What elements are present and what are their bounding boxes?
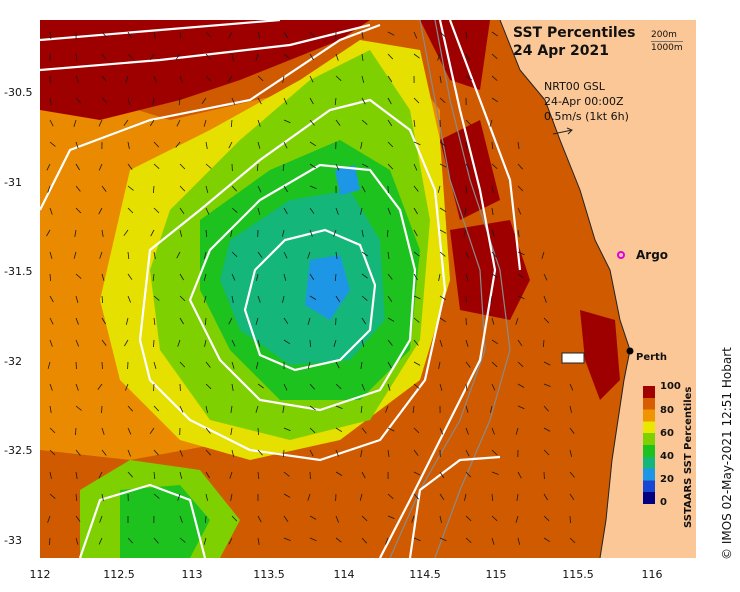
- depth-legend: 200m 1000m: [651, 29, 683, 54]
- perth-marker: [626, 347, 634, 355]
- lon-label-112: 112: [29, 568, 51, 581]
- title-product: SST Percentiles: [513, 25, 636, 41]
- perth-label: Perth: [636, 352, 667, 363]
- lat-label-30-5: -30.5: [4, 86, 33, 99]
- model-time: 24-Apr 00:00Z: [544, 95, 624, 108]
- lon-label-113: 113: [181, 568, 203, 581]
- lat-label-33: -33: [4, 534, 22, 547]
- colorbar-tick-0: 0: [660, 497, 667, 508]
- colorbar-tick-80: 80: [660, 405, 674, 416]
- lat-label-31: -31: [4, 176, 22, 189]
- vector-scale: 0.5m/s (1kt 6h): [544, 110, 629, 123]
- sst-percentile-field: [40, 20, 696, 558]
- colorbar-tick-40: 40: [660, 451, 674, 462]
- footer-credit: © IMOS 02-May-2021 12:51 Hobart: [720, 347, 734, 560]
- colorbar-tick-100: 100: [660, 381, 681, 392]
- lon-label-114: 114: [333, 568, 355, 581]
- lon-label-115-5: 115.5: [562, 568, 594, 581]
- colorbar-tick-20: 20: [660, 474, 674, 485]
- lat-label-32: -32: [4, 355, 22, 368]
- model-info: NRT00 GSL 24-Apr 00:00Z 0.5m/s (1kt 6h): [544, 79, 629, 124]
- scale-arrow-icon: [552, 127, 573, 135]
- lon-label-115: 115: [485, 568, 507, 581]
- lon-label-113-5: 113.5: [253, 568, 285, 581]
- title-date: 24 Apr 2021: [513, 43, 609, 59]
- lon-label-114-5: 114.5: [409, 568, 441, 581]
- model-name: NRT00 GSL: [544, 80, 605, 93]
- lon-label-116: 116: [641, 568, 663, 581]
- depth-200m: 200m: [651, 30, 677, 40]
- sst-map: [40, 20, 696, 558]
- lon-label-112-5: 112.5: [103, 568, 135, 581]
- depth-1000m: 1000m: [651, 41, 683, 53]
- lat-label-31-5: -31.5: [4, 265, 33, 278]
- colorbar: [643, 386, 655, 504]
- map-title: SST Percentiles 24 Apr 2021: [513, 24, 636, 60]
- colorbar-tick-60: 60: [660, 428, 674, 439]
- lat-label-32-5: -32.5: [4, 444, 33, 457]
- argo-label: Argo: [636, 248, 669, 262]
- colorbar-title: SSTAARS SST Percentiles: [683, 386, 694, 528]
- argo-float-marker: [617, 251, 625, 259]
